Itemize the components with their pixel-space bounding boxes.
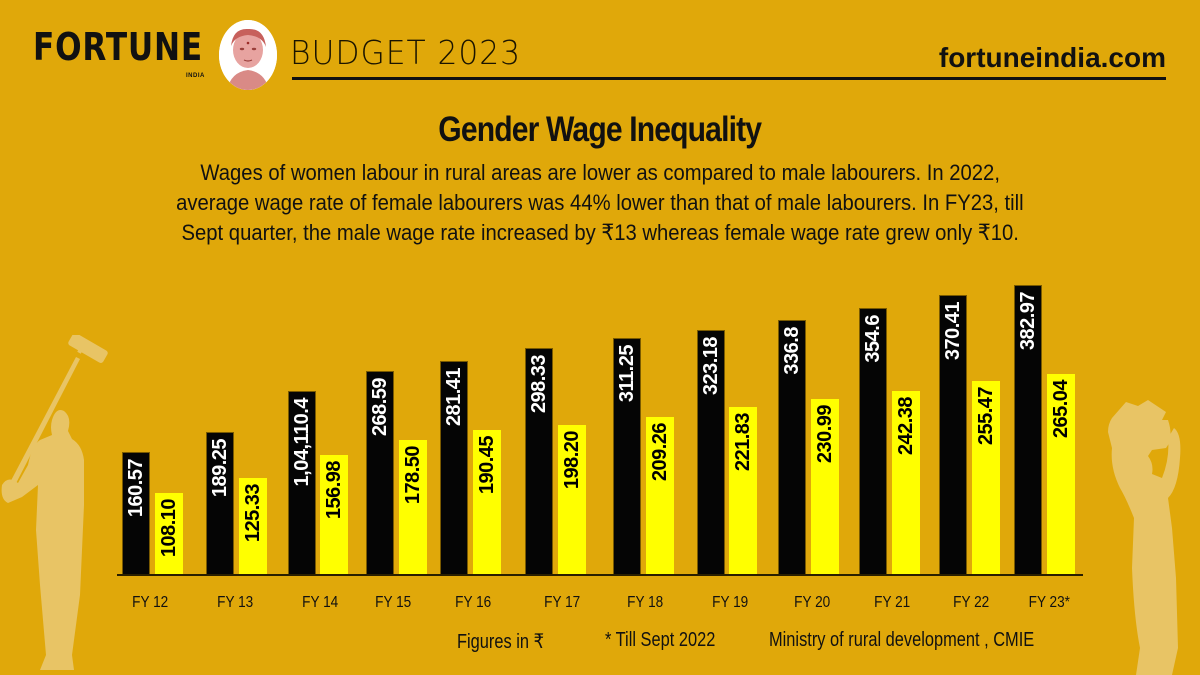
bar-male-fy16: 281.41 <box>440 361 468 574</box>
bar-female-fy21: 242.38 <box>892 391 920 574</box>
chart-title: Gender Wage Inequality <box>438 110 763 149</box>
bar-male-fy13: 189.25 <box>206 432 234 574</box>
female-labourer-silhouette-icon <box>1108 400 1181 675</box>
bar-male-fy17: 298.33 <box>525 348 553 574</box>
fortune-logo-india: INDIA <box>186 73 205 79</box>
x-tick-label: FY 20 <box>793 594 831 611</box>
bar-female-fy14: 156.98 <box>320 455 348 574</box>
x-tick-label: FY 15 <box>374 594 412 611</box>
x-tick-label: FY 18 <box>626 594 664 611</box>
section-title: BUDGET 2023 <box>290 33 522 72</box>
x-tick-label: FY 23* <box>1028 594 1070 611</box>
units-note: Figures in ₹ <box>457 631 544 653</box>
bar-female-fy23: 265.04 <box>1047 374 1075 574</box>
header-divider <box>292 77 1166 80</box>
bar-male-fy21: 354.6 <box>859 308 887 574</box>
x-tick-label: FY 12 <box>131 594 169 611</box>
website-link[interactable]: fortuneindia.com <box>938 42 1166 73</box>
bar-female-fy17: 198.20 <box>558 425 586 574</box>
chart-description: Wages of women labour in rural areas are… <box>0 158 1200 248</box>
bar-male-fy22: 370.41 <box>939 295 967 574</box>
bar-female-fy20: 230.99 <box>811 399 839 574</box>
male-labourer-silhouette-icon <box>1 335 108 670</box>
description-line: Sept quarter, the male wage rate increas… <box>181 220 1019 245</box>
x-tick-label: FY 19 <box>711 594 749 611</box>
x-tick-label: FY 16 <box>454 594 492 611</box>
bar-female-fy15: 178.50 <box>399 440 427 574</box>
bar-male-fy18: 311.25 <box>613 338 641 574</box>
bar-male-fy12: 160.57 <box>122 452 150 574</box>
portrait-image <box>219 20 277 90</box>
x-axis-baseline <box>117 574 1083 576</box>
bar-male-fy14: 1,04,110.4 <box>288 391 316 574</box>
footnote: * Till Sept 2022 <box>605 629 716 651</box>
bar-female-fy16: 190.45 <box>473 430 501 574</box>
description-line: Wages of women labour in rural areas are… <box>200 160 1000 185</box>
bar-female-fy13: 125.33 <box>239 478 267 574</box>
bar-female-fy19: 221.83 <box>729 407 757 574</box>
fortune-logo: FORTUNE <box>33 25 204 69</box>
x-tick-label: FY 21 <box>873 594 911 611</box>
bar-male-fy23: 382.97 <box>1014 285 1042 574</box>
bar-female-fy12: 108.10 <box>155 493 183 574</box>
x-tick-label: FY 17 <box>543 594 581 611</box>
bar-female-fy18: 209.26 <box>646 417 674 574</box>
bar-male-fy15: 268.59 <box>366 371 394 574</box>
bar-male-fy20: 336.8 <box>778 320 806 574</box>
description-line: average wage rate of female labourers wa… <box>176 190 1024 215</box>
source-note: Ministry of rural development , CMIE <box>769 629 1035 651</box>
bar-female-fy22: 255.47 <box>972 381 1000 574</box>
x-tick-label: FY 14 <box>301 594 339 611</box>
x-tick-label: FY 13 <box>216 594 254 611</box>
x-tick-label: FY 22 <box>952 594 990 611</box>
bar-male-fy19: 323.18 <box>697 330 725 574</box>
